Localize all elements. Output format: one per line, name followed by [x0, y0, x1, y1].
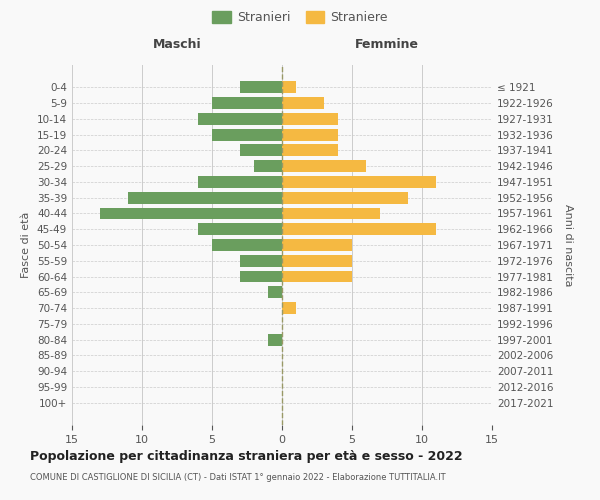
Bar — [212, 239, 282, 251]
Bar — [282, 208, 380, 220]
Bar — [198, 113, 282, 124]
Bar — [282, 270, 352, 282]
Y-axis label: Fasce di età: Fasce di età — [22, 212, 31, 278]
Legend: Stranieri, Straniere: Stranieri, Straniere — [207, 6, 393, 29]
Bar — [240, 255, 282, 266]
Bar — [254, 160, 282, 172]
Text: Femmine: Femmine — [355, 38, 419, 51]
Bar — [282, 192, 408, 203]
Bar — [282, 176, 436, 188]
Text: COMUNE DI CASTIGLIONE DI SICILIA (CT) - Dati ISTAT 1° gennaio 2022 - Elaborazion: COMUNE DI CASTIGLIONE DI SICILIA (CT) - … — [30, 472, 446, 482]
Bar — [128, 192, 282, 203]
Bar — [282, 144, 338, 156]
Bar — [282, 113, 338, 124]
Bar — [240, 270, 282, 282]
Bar — [198, 176, 282, 188]
Bar — [240, 82, 282, 93]
Bar — [282, 224, 436, 235]
Y-axis label: Anni di nascita: Anni di nascita — [563, 204, 573, 286]
Bar — [212, 128, 282, 140]
Bar — [282, 255, 352, 266]
Bar — [282, 239, 352, 251]
Bar — [198, 224, 282, 235]
Bar — [212, 97, 282, 109]
Bar — [282, 97, 324, 109]
Bar — [240, 144, 282, 156]
Bar — [282, 128, 338, 140]
Bar — [282, 82, 296, 93]
Bar — [282, 302, 296, 314]
Bar — [282, 160, 366, 172]
Bar — [268, 334, 282, 345]
Text: Popolazione per cittadinanza straniera per età e sesso - 2022: Popolazione per cittadinanza straniera p… — [30, 450, 463, 463]
Bar — [100, 208, 282, 220]
Bar — [268, 286, 282, 298]
Text: Maschi: Maschi — [152, 38, 202, 51]
